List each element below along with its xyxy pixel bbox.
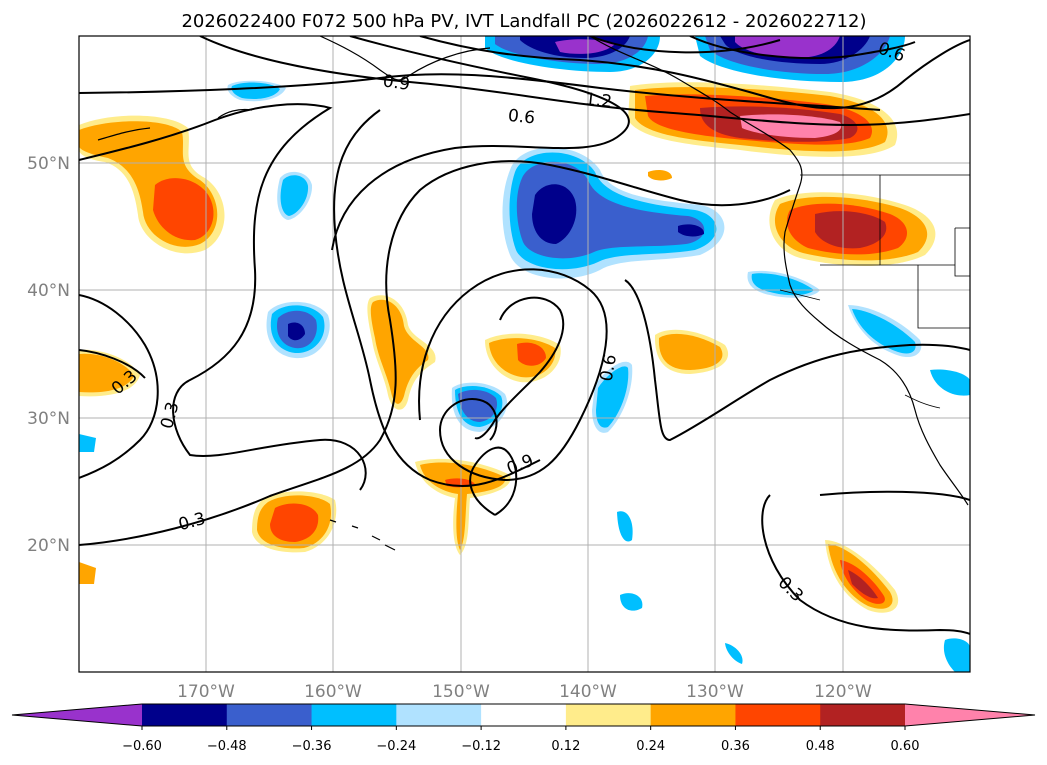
lat-label: 20°N xyxy=(27,536,70,556)
colorbar-cell xyxy=(820,704,906,726)
contour-label: 1.2 xyxy=(584,89,613,112)
colorbar-cells xyxy=(12,704,1035,726)
colorbar-tick-label: −0.60 xyxy=(122,739,162,754)
colorbar-tick-label: −0.12 xyxy=(461,739,501,754)
colorbar-tick-label: −0.36 xyxy=(292,739,332,754)
lat-label: 30°N xyxy=(27,409,70,429)
colorbar-cell xyxy=(226,704,313,726)
colorbar-extend-high xyxy=(905,704,1035,726)
lon-label: 120°W xyxy=(814,682,872,702)
lon-label: 140°W xyxy=(559,682,617,702)
positive-anomaly-california xyxy=(769,192,936,266)
colorbar-cell xyxy=(735,704,821,726)
negative-anomaly-small xyxy=(79,80,970,672)
colorbar-tick-label: 0.12 xyxy=(551,739,580,754)
colorbar-tick-label: −0.24 xyxy=(376,739,416,754)
contour-label: 0.6 xyxy=(597,353,621,383)
colorbar: −0.60 −0.48 −0.36 −0.24 −0.12 0.12 0.24 0.36 0.4… xyxy=(11,703,1036,754)
ivt-shading xyxy=(79,36,970,672)
colorbar-tick-label: 0.48 xyxy=(806,739,835,754)
latitude-labels: 50°N 40°N 30°N 20°N xyxy=(27,154,70,556)
figure-title: 2026022400 F072 500 hPa PV, IVT Landfall… xyxy=(181,11,866,32)
contour-label: 0.9 xyxy=(382,71,412,95)
lon-label: 170°W xyxy=(177,682,235,702)
colorbar-cell xyxy=(142,704,228,726)
coastlines xyxy=(97,36,970,551)
colorbar-tick-label: −0.48 xyxy=(207,739,247,754)
colorbar-tick-label: 0.36 xyxy=(721,739,750,754)
colorbar-cell xyxy=(565,704,652,726)
map-panel: 0.9 1.2 0.6 0.6 0.3 0.3 0.3 0.9 0.6 0.3 xyxy=(78,35,971,673)
longitude-labels: 170°W 160°W 150°W 140°W 130°W 120°W xyxy=(177,682,872,702)
lon-label: 160°W xyxy=(304,682,362,702)
colorbar-ticks: −0.60 −0.48 −0.36 −0.24 −0.12 0.12 0.24 0.36 0.4… xyxy=(122,726,919,754)
contour-label: 0.6 xyxy=(507,106,536,129)
colorbar-cell xyxy=(311,704,397,726)
colorbar-extend-low xyxy=(12,704,142,726)
positive-anomaly-hawaii xyxy=(252,491,337,553)
graticule xyxy=(79,36,970,672)
lat-label: 40°N xyxy=(27,281,70,301)
colorbar-tick-label: 0.60 xyxy=(891,739,920,754)
lat-label: 50°N xyxy=(27,154,70,174)
negative-anomaly-central xyxy=(502,147,725,279)
map-frame xyxy=(78,35,971,673)
colorbar-tick-label: 0.24 xyxy=(636,739,665,754)
colorbar-cell xyxy=(650,704,736,726)
lon-label: 150°W xyxy=(432,682,490,702)
colorbar-cell xyxy=(396,704,482,726)
lon-label: 130°W xyxy=(686,682,744,702)
colorbar-outline xyxy=(11,703,1036,727)
colorbar-cell xyxy=(481,704,567,726)
pv-contours xyxy=(79,36,970,635)
